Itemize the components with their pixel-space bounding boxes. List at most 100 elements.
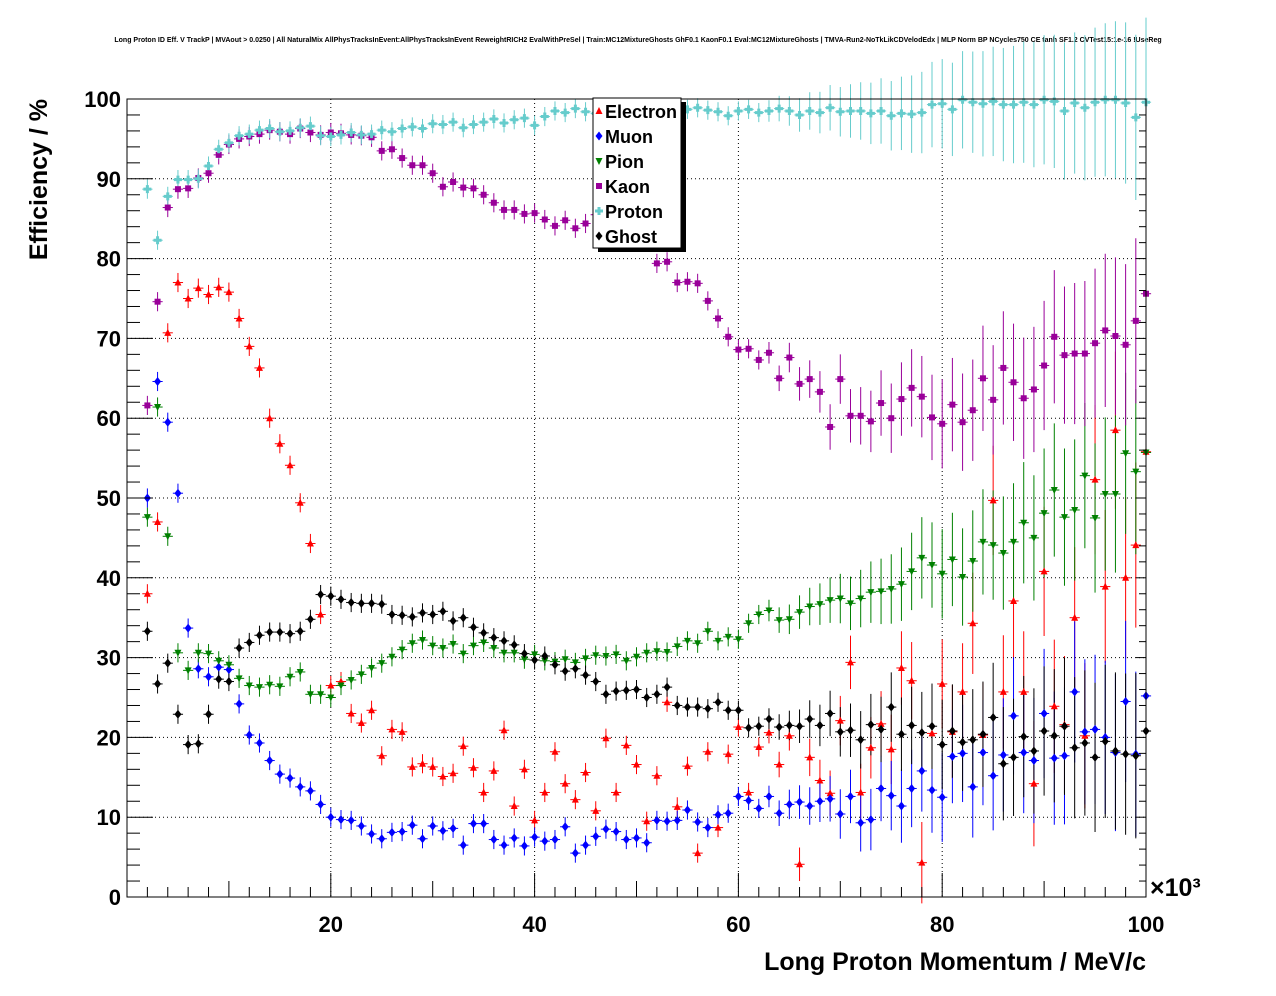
electron-point bbox=[317, 610, 325, 618]
electron-point bbox=[296, 498, 304, 506]
muon-point bbox=[775, 808, 783, 818]
ghost-point bbox=[989, 712, 997, 722]
pion-point bbox=[836, 595, 844, 603]
ghost-point bbox=[378, 599, 386, 609]
electron-point bbox=[174, 278, 182, 286]
kaon-point bbox=[154, 298, 161, 305]
proton-point bbox=[683, 105, 692, 114]
proton-point bbox=[917, 108, 926, 117]
proton-point bbox=[928, 100, 937, 109]
electron-point bbox=[143, 589, 151, 597]
ghost-point bbox=[765, 714, 773, 724]
proton-point bbox=[978, 99, 987, 108]
ghost-point bbox=[948, 726, 956, 736]
y-tick-label: 90 bbox=[97, 167, 121, 192]
kaon-point bbox=[857, 412, 864, 419]
electron-point bbox=[245, 342, 253, 350]
y-tick-label: 100 bbox=[84, 87, 121, 112]
ghost-point bbox=[429, 610, 437, 620]
muon-point bbox=[490, 835, 498, 845]
legend-marker-muon bbox=[595, 131, 603, 141]
muon-point bbox=[1091, 724, 1099, 734]
electron-point bbox=[704, 747, 712, 755]
electron-point bbox=[918, 858, 926, 866]
proton-point bbox=[265, 124, 274, 133]
proton-point bbox=[153, 236, 162, 245]
legend-label-muon: Muon bbox=[605, 127, 653, 147]
proton-point bbox=[581, 107, 590, 116]
kaon-point bbox=[1061, 352, 1068, 359]
electron-point bbox=[724, 750, 732, 758]
electron-point bbox=[877, 719, 885, 727]
ghost-point bbox=[724, 705, 732, 715]
muon-point bbox=[622, 835, 630, 845]
ghost-point bbox=[734, 705, 742, 715]
kaon-point bbox=[511, 206, 518, 213]
ghost-point bbox=[1030, 746, 1038, 756]
muon-point bbox=[388, 827, 396, 837]
axis-ticks bbox=[127, 98, 1147, 898]
proton-point bbox=[245, 130, 254, 139]
proton-point bbox=[1050, 97, 1059, 106]
pion-point bbox=[775, 617, 783, 625]
muon-point bbox=[704, 823, 712, 833]
kaon-point bbox=[725, 333, 732, 340]
proton-point bbox=[826, 103, 835, 112]
y-tick-label: 20 bbox=[97, 725, 121, 750]
y-tick-label: 30 bbox=[97, 646, 121, 671]
muon-point bbox=[306, 786, 314, 796]
electron-point bbox=[357, 719, 365, 727]
pion-point bbox=[999, 550, 1007, 558]
pion-point bbox=[592, 652, 600, 660]
kaon-point bbox=[1000, 364, 1007, 371]
pion-point bbox=[490, 645, 498, 653]
ghost-point bbox=[857, 735, 865, 745]
kaon-point bbox=[1112, 333, 1119, 340]
kaon-point bbox=[439, 183, 446, 190]
electron-point bbox=[469, 763, 477, 771]
pion-point bbox=[785, 616, 793, 624]
kaon-point bbox=[419, 162, 426, 169]
pion-point bbox=[469, 642, 477, 650]
pion-point bbox=[1101, 491, 1109, 499]
muon-point bbox=[235, 699, 243, 709]
pion-point bbox=[663, 649, 671, 657]
ghost-point bbox=[663, 682, 671, 692]
electron-point bbox=[388, 725, 396, 733]
muon-point bbox=[918, 766, 926, 776]
proton-point bbox=[1070, 98, 1079, 107]
proton-point bbox=[286, 126, 295, 135]
muon-point bbox=[541, 836, 549, 846]
pion-point bbox=[755, 611, 763, 619]
electron-point bbox=[582, 768, 590, 776]
pion-point bbox=[531, 651, 539, 659]
electron-point bbox=[490, 766, 498, 774]
muon-point bbox=[154, 376, 162, 386]
electron-point bbox=[439, 772, 447, 780]
ghost-point bbox=[317, 590, 325, 600]
muon-point bbox=[255, 738, 263, 748]
pion-point bbox=[582, 655, 590, 663]
kaon-point bbox=[429, 170, 436, 177]
pion-point bbox=[235, 675, 243, 683]
electron-point bbox=[775, 760, 783, 768]
proton-point bbox=[336, 130, 345, 139]
kaon-point bbox=[1122, 341, 1129, 348]
ghost-point bbox=[1020, 732, 1028, 742]
muon-point bbox=[327, 812, 335, 822]
ghost-point bbox=[205, 709, 213, 719]
ghost-point bbox=[469, 622, 477, 632]
legend-marker-electron bbox=[595, 107, 603, 114]
muon-point bbox=[266, 756, 274, 766]
ghost-point bbox=[490, 633, 498, 643]
kaon-point bbox=[409, 162, 416, 169]
proton-point bbox=[163, 192, 172, 201]
pion-point bbox=[1050, 487, 1058, 495]
proton-point bbox=[469, 120, 478, 129]
pion-point bbox=[429, 642, 437, 650]
muon-point bbox=[643, 838, 651, 848]
pion-point bbox=[347, 676, 355, 684]
pion-point bbox=[1060, 514, 1068, 522]
electron-point bbox=[765, 728, 773, 736]
